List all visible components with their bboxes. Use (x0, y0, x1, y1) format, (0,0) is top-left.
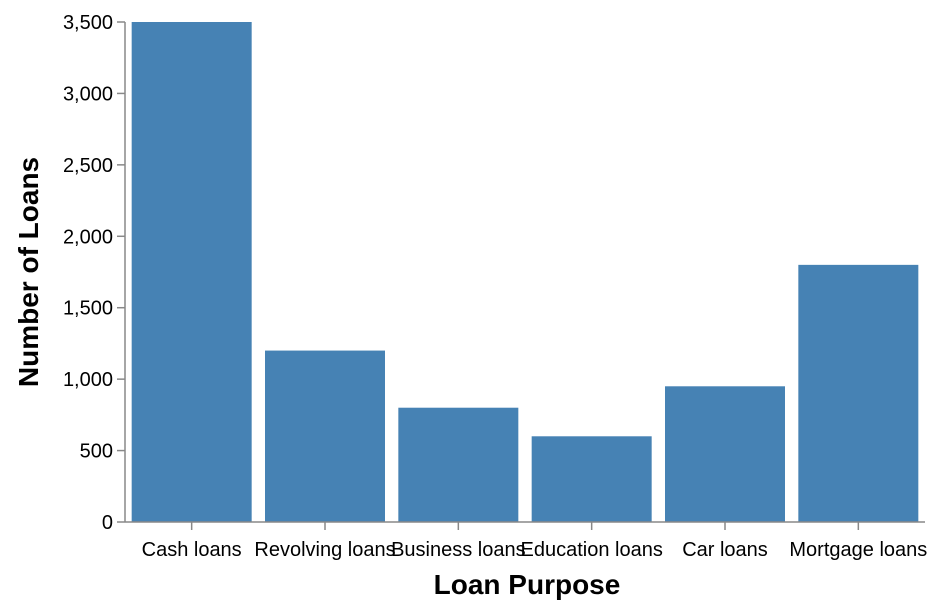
bar-revolving-loans (265, 350, 385, 522)
y-tick-label: 0 (102, 512, 113, 534)
y-tick-label: 2,000 (63, 226, 113, 248)
y-axis: 0 500 1,000 1,500 2,000 2,500 3,000 3,500 (63, 12, 126, 534)
x-tick-label-mortgage-loans: Mortgage loans (789, 539, 927, 561)
y-tick-label: 2,500 (63, 155, 113, 177)
x-tick-label-education-loans: Education loans (521, 539, 663, 561)
bar-education-loans (531, 436, 652, 522)
x-axis-title: Loan Purpose (434, 569, 621, 600)
bar-business-loans (398, 407, 519, 522)
y-tick-label: 3,000 (63, 83, 113, 105)
bar-car-loans (665, 386, 785, 522)
x-tick-label-revolving-loans: Revolving loans (254, 539, 395, 561)
y-tick-label: 3,500 (63, 12, 113, 34)
bar-mortgage-loans (798, 264, 919, 522)
bar-cash-loans (131, 22, 252, 522)
y-tick-label: 1,000 (63, 369, 113, 391)
x-tick-label-car-loans: Car loans (682, 539, 768, 561)
y-tick-label: 500 (80, 441, 113, 463)
x-tick-label-cash-loans: Cash loans (142, 539, 242, 561)
bars-group (131, 22, 919, 522)
x-tick-label-business-loans: Business loans (391, 539, 526, 561)
y-axis-title: Number of Loans (13, 157, 44, 387)
y-tick-label: 1,500 (63, 298, 113, 320)
